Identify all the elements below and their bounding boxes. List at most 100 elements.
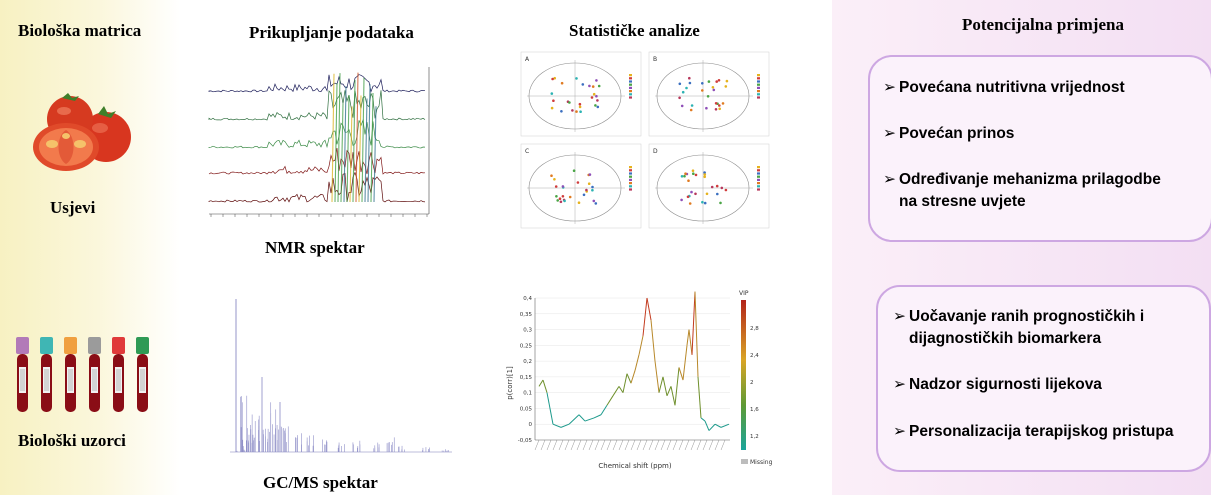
vip-colorbar bbox=[741, 300, 746, 450]
blood-tube bbox=[88, 337, 101, 412]
pca-point bbox=[553, 178, 556, 181]
pca-point bbox=[550, 106, 554, 110]
pca-legend-swatch bbox=[629, 93, 632, 96]
pca-point bbox=[560, 81, 564, 85]
pca-legend-swatch bbox=[757, 182, 760, 185]
loading-xtick bbox=[660, 439, 666, 451]
tomato-icon bbox=[33, 93, 131, 171]
loading-xtick bbox=[534, 439, 540, 451]
loading-xtick bbox=[624, 439, 630, 451]
blood-tube bbox=[112, 337, 125, 412]
pca-point bbox=[718, 107, 721, 111]
pca-point bbox=[551, 77, 554, 81]
pca-panel: D bbox=[648, 143, 770, 229]
pca-panel: B bbox=[648, 51, 770, 137]
loading-xtick bbox=[540, 439, 546, 451]
pca-point bbox=[561, 185, 565, 188]
pca-point bbox=[591, 185, 594, 189]
pca-point bbox=[684, 172, 687, 175]
loading-line-segment bbox=[654, 361, 660, 393]
loading-xtick bbox=[714, 439, 720, 451]
pca-point bbox=[701, 200, 704, 204]
loading-xtick bbox=[588, 439, 594, 451]
loading-xtick bbox=[654, 439, 660, 451]
pca-point bbox=[568, 195, 572, 199]
application-box-biological-samples bbox=[876, 285, 1211, 472]
pca-point bbox=[690, 190, 693, 194]
loading-xtick bbox=[684, 439, 690, 451]
pca-point bbox=[587, 182, 591, 185]
pca-point bbox=[575, 110, 578, 113]
loading-xtick bbox=[702, 439, 708, 451]
pca-panel: A bbox=[520, 51, 642, 137]
pca-point bbox=[563, 199, 566, 203]
loading-line-segment bbox=[642, 297, 648, 336]
pca-point bbox=[710, 185, 714, 189]
application-item-continuation: na stresne uvjete bbox=[899, 193, 1026, 210]
loading-line-segment bbox=[612, 386, 620, 397]
pca-point bbox=[550, 92, 554, 95]
loading-line-segment bbox=[666, 386, 672, 397]
pca-legend-swatch bbox=[757, 80, 760, 83]
pca-point bbox=[556, 199, 559, 202]
pca-point bbox=[680, 175, 684, 178]
pca-point bbox=[705, 106, 708, 110]
pca-legend-swatch bbox=[757, 178, 760, 181]
nmr-spectrum-image bbox=[208, 67, 430, 217]
pca-point bbox=[571, 109, 574, 112]
loading-line-segment bbox=[560, 423, 570, 428]
loading-xtick bbox=[600, 439, 606, 451]
loading-ytick: 0,25 bbox=[520, 343, 533, 349]
application-item-continuation: dijagnostičkih biomarkera bbox=[909, 330, 1102, 347]
loading-xtick bbox=[708, 439, 714, 451]
pca-legend-swatch bbox=[629, 80, 632, 83]
pca-point bbox=[588, 173, 592, 176]
loading-line-segment bbox=[622, 373, 628, 393]
pca-point bbox=[581, 83, 585, 86]
loading-ytick: 0,05 bbox=[520, 406, 533, 412]
pca-legend-swatch bbox=[629, 172, 632, 175]
pca-point bbox=[681, 90, 685, 94]
pca-point bbox=[725, 79, 729, 83]
pca-point bbox=[575, 77, 578, 80]
header-biological-matrix: Biološka matrica bbox=[18, 21, 142, 40]
loading-xtick bbox=[672, 439, 678, 451]
pca-panel-label: C bbox=[525, 148, 529, 155]
pca-point bbox=[701, 89, 704, 92]
loading-xtick bbox=[636, 439, 642, 451]
left-background-band bbox=[0, 0, 180, 495]
pca-legend-swatch bbox=[757, 172, 760, 175]
loading-line-segment bbox=[691, 291, 696, 355]
loading-plot-image: p(corr)[1] Chemical shift (ppm) VIP Miss… bbox=[506, 290, 773, 470]
pca-point bbox=[594, 104, 597, 107]
pca-legend-swatch bbox=[757, 166, 760, 169]
pca-point bbox=[576, 181, 580, 184]
blood-tubes-icon bbox=[16, 337, 149, 412]
loading-line-segment bbox=[630, 370, 636, 384]
pca-legend-swatch bbox=[757, 188, 760, 191]
pca-point bbox=[591, 85, 595, 88]
pca-point bbox=[686, 195, 690, 199]
loading-xtick bbox=[594, 439, 600, 451]
loading-line-segment bbox=[638, 335, 644, 355]
loading-line-segment bbox=[700, 417, 706, 422]
pca-point bbox=[572, 169, 576, 172]
application-item: ➢ Određivanje mehanizma prilagodbe bbox=[883, 171, 1161, 188]
loading-xtick bbox=[696, 439, 702, 451]
pca-legend-swatch bbox=[629, 166, 632, 169]
loading-xtick bbox=[558, 439, 564, 451]
application-item: ➢ Povećana nutritivna vrijednost bbox=[883, 79, 1125, 96]
pca-point bbox=[712, 88, 716, 92]
pca-point bbox=[550, 174, 553, 177]
pca-point bbox=[577, 201, 581, 204]
loading-line-segment bbox=[650, 320, 656, 362]
pca-point bbox=[552, 99, 555, 102]
loading-line-segment bbox=[542, 379, 548, 393]
pca-legend-swatch bbox=[757, 83, 760, 86]
pca-point bbox=[592, 92, 596, 96]
loading-line-segment bbox=[546, 392, 554, 425]
pca-legend-swatch bbox=[757, 74, 760, 77]
pca-point bbox=[715, 80, 718, 83]
pca-legend-swatch bbox=[629, 96, 632, 99]
loading-ytick: 0,15 bbox=[520, 375, 533, 381]
